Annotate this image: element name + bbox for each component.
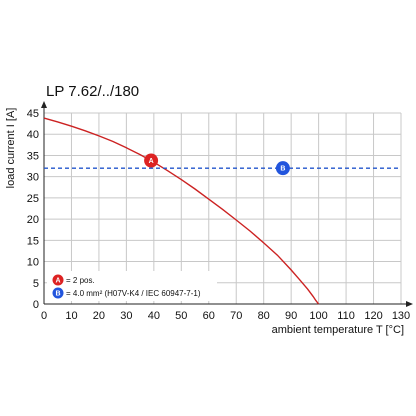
x-tick-label: 30 <box>120 310 132 322</box>
y-tick-label: 25 <box>27 193 39 205</box>
marker-b: B <box>275 161 290 176</box>
x-tick-label: 50 <box>175 310 187 322</box>
y-tick-label: 35 <box>27 150 39 162</box>
marker-badge-label: B <box>280 166 285 173</box>
marker-badge-label: A <box>149 158 154 165</box>
y-tick-label: 30 <box>27 172 39 184</box>
y-tick-label: 40 <box>27 129 39 141</box>
x-axis-label: ambient temperature T [°C] <box>272 324 404 336</box>
x-tick-label: 120 <box>364 310 382 322</box>
x-tick-label: 60 <box>203 310 215 322</box>
y-axis-arrow <box>41 101 47 108</box>
y-tick-label: 0 <box>33 299 39 311</box>
y-tick-labels: 0 5 10 15 20 25 30 35 40 45 <box>27 108 39 311</box>
x-tick-label: 40 <box>148 310 160 322</box>
markers-layer: AB <box>144 153 290 176</box>
x-tick-label: 70 <box>230 310 242 322</box>
marker-a: A <box>144 153 159 168</box>
x-tick-label: 80 <box>258 310 270 322</box>
x-tick-label: 0 <box>41 310 47 322</box>
x-axis-arrow <box>406 301 413 307</box>
legend-badge-label: B <box>55 291 60 298</box>
y-tick-label: 20 <box>27 214 39 226</box>
chart-title: LP 7.62/../180 <box>46 83 139 100</box>
legend-background <box>47 271 217 301</box>
y-axis-label: load current I [A] <box>5 108 17 189</box>
grid <box>43 112 402 305</box>
y-tick-label: 10 <box>27 257 39 269</box>
x-tick-label: 10 <box>65 310 77 322</box>
x-tick-label: 100 <box>309 310 327 322</box>
x-tick-label: 20 <box>93 310 105 322</box>
axes <box>41 101 413 307</box>
y-tick-label: 5 <box>33 278 39 290</box>
x-tick-labels: 0 10 20 30 40 50 60 70 80 90 100 110 120 130 <box>41 310 410 322</box>
legend-entry: = 2 pos. <box>66 276 95 285</box>
legend-badge-label: A <box>55 278 60 285</box>
y-tick-label: 15 <box>27 235 39 247</box>
legend-badge <box>52 287 64 299</box>
y-tick-label: 45 <box>27 108 39 120</box>
legend-entry: = 4.0 mm² (H07V-K4 / IEC 60947-7-1) <box>66 289 201 298</box>
marker-badge <box>144 153 159 168</box>
series-layer <box>43 117 401 305</box>
x-tick-label: 110 <box>337 310 355 322</box>
legend: A = 2 pos. B = 4.0 mm² (H07V-K4 / IEC 60947… <box>47 271 217 301</box>
x-tick-label: 90 <box>285 310 297 322</box>
legend-badge <box>52 274 64 286</box>
marker-badge <box>275 161 290 176</box>
series-line-a <box>43 117 320 305</box>
x-tick-label: 130 <box>392 310 410 322</box>
